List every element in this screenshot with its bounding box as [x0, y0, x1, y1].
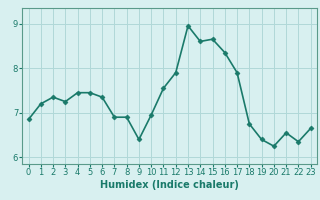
X-axis label: Humidex (Indice chaleur): Humidex (Indice chaleur): [100, 180, 239, 190]
